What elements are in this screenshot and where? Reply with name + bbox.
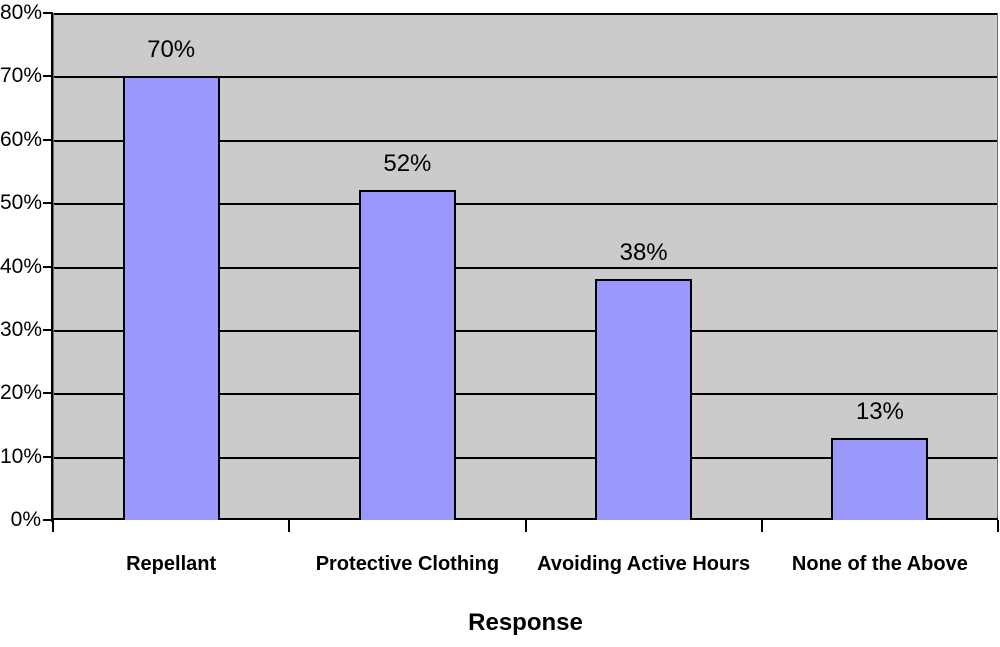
y-axis-tick-label: 60% bbox=[0, 127, 43, 151]
x-axis-line bbox=[53, 518, 998, 520]
y-axis-tick-label: 80% bbox=[0, 1, 43, 24]
bar-value-label: 38% bbox=[619, 239, 668, 267]
x-axis-tick bbox=[524, 520, 527, 532]
y-axis-tick-label: 30% bbox=[0, 317, 43, 341]
bar-value-label: 70% bbox=[147, 36, 196, 64]
y-axis-tick bbox=[43, 392, 53, 395]
gridline bbox=[54, 266, 997, 269]
bar bbox=[831, 437, 929, 520]
y-axis-tick-label: 20% bbox=[0, 381, 43, 405]
bar-value-label: 13% bbox=[855, 397, 904, 425]
x-category-label: Avoiding Active Hours bbox=[537, 553, 751, 575]
y-axis-tick bbox=[43, 519, 53, 521]
x-category-label: Protective Clothing bbox=[315, 553, 500, 575]
y-axis-tick-label: 70% bbox=[0, 64, 43, 88]
gridline bbox=[54, 76, 997, 79]
x-category-label: None of the Above bbox=[791, 553, 968, 575]
y-axis-tick bbox=[43, 12, 53, 14]
gridline bbox=[54, 13, 997, 15]
bar bbox=[595, 279, 693, 520]
y-axis-tick bbox=[43, 138, 53, 141]
y-axis-tick bbox=[43, 75, 53, 78]
x-axis-tick bbox=[760, 520, 763, 532]
bar bbox=[122, 76, 220, 520]
y-axis-tick bbox=[43, 265, 53, 268]
y-axis-tick bbox=[43, 202, 53, 205]
bar-value-label: 52% bbox=[383, 150, 432, 178]
y-axis-tick bbox=[43, 455, 53, 458]
gridline bbox=[54, 203, 997, 206]
x-axis-tick bbox=[52, 520, 54, 532]
y-axis-tick-label: 40% bbox=[0, 254, 43, 278]
y-axis-tick-label: 50% bbox=[0, 191, 43, 215]
bar bbox=[358, 190, 456, 520]
gridline bbox=[54, 329, 997, 332]
gridline bbox=[54, 139, 997, 142]
x-axis-title: Response bbox=[468, 609, 583, 636]
x-category-label: Repellant bbox=[126, 553, 217, 575]
y-axis-tick-label: 10% bbox=[0, 444, 43, 468]
y-axis-line bbox=[51, 13, 53, 522]
y-axis-tick bbox=[43, 328, 53, 331]
x-axis-tick bbox=[997, 520, 999, 532]
y-axis-tick-label: 0% bbox=[10, 508, 41, 531]
gridline bbox=[54, 393, 997, 396]
x-axis-tick bbox=[288, 520, 291, 532]
gridline bbox=[54, 456, 997, 459]
